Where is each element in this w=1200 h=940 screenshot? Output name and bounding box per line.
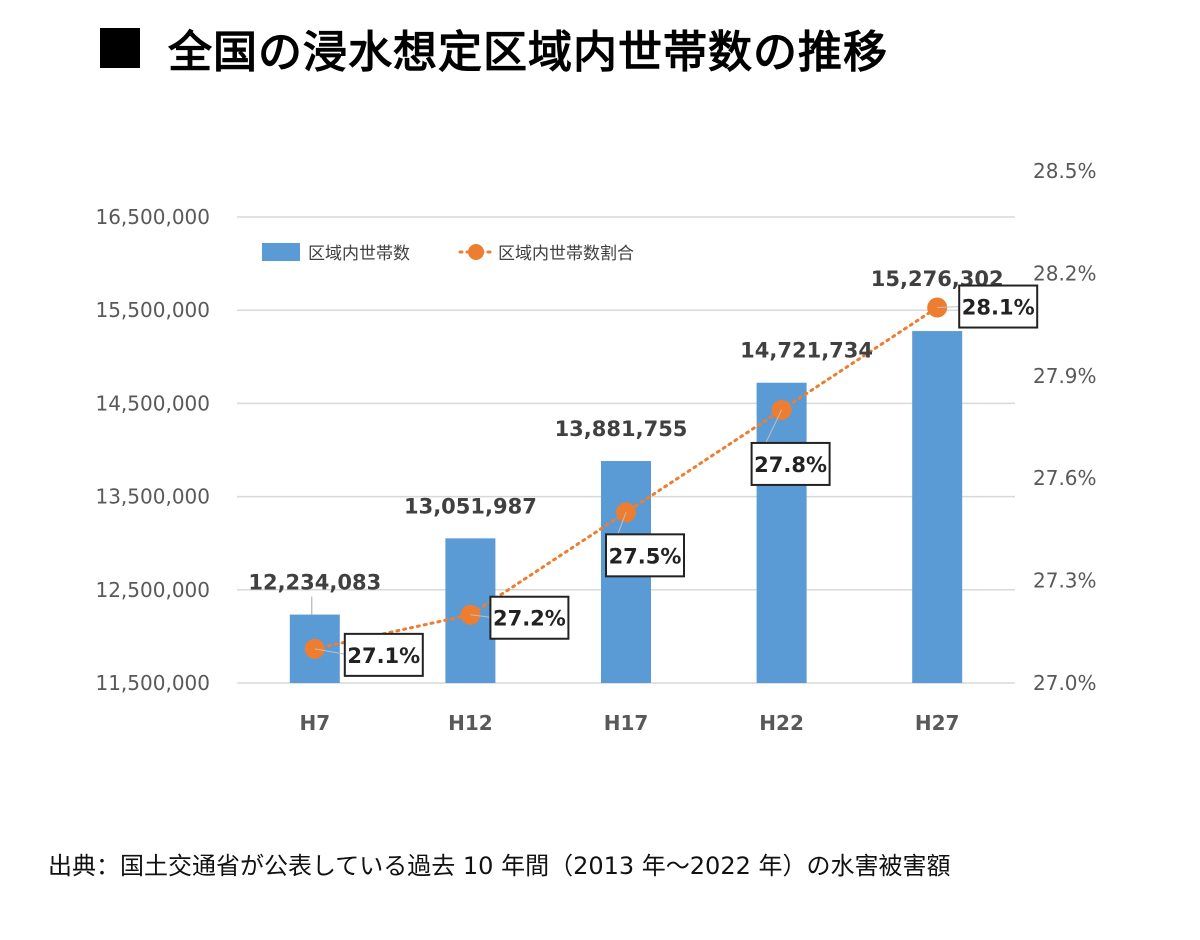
x-category-label: H27 <box>915 711 960 735</box>
pct-callout-label: 27.2% <box>493 607 566 631</box>
pct-callout-box <box>750 441 831 486</box>
callout-leader-line <box>314 648 349 656</box>
y-right-tick-label: 27.6% <box>1033 466 1097 490</box>
y-right-tick-label: 27.9% <box>1033 364 1097 388</box>
x-category-label: H7 <box>299 711 330 735</box>
y-left-tick-label: 11,500,000 <box>95 671 210 695</box>
bar-value-label: 13,881,755 <box>555 417 688 441</box>
legend-line-label: 区域内世帯数割合 <box>498 244 634 264</box>
bar-value-label: 14,721,734 <box>740 339 873 363</box>
pct-callout-label: 27.1% <box>347 644 420 668</box>
y-right-tick-label: 28.2% <box>1033 261 1097 285</box>
pct-callout-label: 27.5% <box>609 544 682 568</box>
bar-value-label: 12,234,083 <box>248 571 381 595</box>
y-right-tick-label: 27.3% <box>1033 569 1097 593</box>
pct-callout-box <box>958 284 1039 329</box>
x-category-label: H12 <box>448 711 493 735</box>
y-left-tick-label: 16,500,000 <box>95 205 210 229</box>
page-title: 全国の浸水想定区域内世帯数の推移 <box>100 18 888 78</box>
pct-callout-box <box>343 632 424 677</box>
y-left-tick-label: 14,500,000 <box>95 391 210 415</box>
x-category-label: H17 <box>604 711 649 735</box>
bar-value-label: 13,051,987 <box>404 494 537 518</box>
y-right-tick-label: 27.0% <box>1033 671 1097 695</box>
y-left-tick-label: 15,500,000 <box>95 298 210 322</box>
pct-callout-label: 28.1% <box>962 296 1035 320</box>
chart: 11,500,000 12,500,000 13,500,000 14,500,000… <box>95 159 1097 735</box>
pct-callout-label: 27.8% <box>754 453 827 477</box>
bar <box>756 382 807 683</box>
legend-bar-swatch <box>262 243 300 261</box>
legend-line-marker <box>468 244 484 260</box>
pct-callout-box <box>605 533 685 578</box>
y-left-tick-label: 13,500,000 <box>95 485 210 509</box>
y-left-tick-label: 12,500,000 <box>95 578 210 602</box>
y-right-tick-label: 28.5% <box>1033 159 1097 183</box>
legend-bar-label: 区域内世帯数 <box>308 244 410 264</box>
x-category-label: H22 <box>759 711 804 735</box>
pct-callout-box <box>489 595 570 640</box>
source-note: 出典：国土交通省が公表している過去 10 年間（2013 年～2022 年）の水… <box>48 852 951 880</box>
page-title-text: 全国の浸水想定区域内世帯数の推移 <box>168 27 888 78</box>
title-square-icon <box>100 28 140 68</box>
bar <box>912 331 963 683</box>
